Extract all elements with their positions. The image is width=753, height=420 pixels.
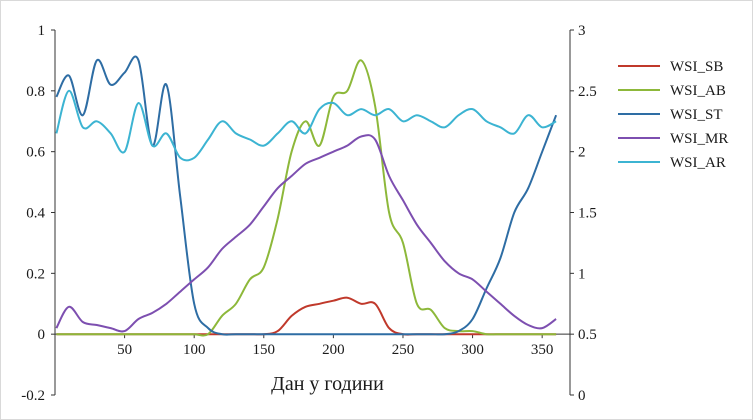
y-tick-label-left: 0	[38, 327, 46, 343]
legend-label: WSI_SB	[670, 59, 723, 75]
x-tick-label: 300	[461, 342, 484, 358]
legend: WSI_SB WSI_AB WSI_ST WSI_MR WSI_AR	[618, 59, 728, 171]
y-ticks-left: -0.2 0 0.2 0.4 0.6 0.8 1	[21, 23, 55, 404]
x-tick-label: 250	[392, 342, 415, 358]
x-tick-label: 350	[531, 342, 554, 358]
x-tick-label: 200	[322, 342, 345, 358]
x-tick-label: 50	[117, 342, 132, 358]
legend-label: WSI_AB	[670, 83, 726, 99]
x-ticks: 50 100 150 200 250 300 350	[117, 334, 553, 358]
series-line-wsi-st	[55, 55, 558, 336]
y-tick-label-right: 2	[578, 145, 586, 161]
legend-label: WSI_MR	[670, 131, 728, 147]
y-tick-label-right: 0.5	[578, 327, 597, 343]
y-tick-label-left: 0.4	[26, 206, 45, 222]
series-lines	[55, 55, 558, 337]
y-ticks-right: 0 0.5 1 1.5 2 2.5 3	[570, 23, 597, 404]
y-tick-label-right: 0	[578, 388, 586, 404]
y-tick-label-left: 0.8	[26, 84, 45, 100]
legend-label: WSI_AR	[670, 155, 726, 171]
series-line-wsi-ar	[55, 89, 557, 162]
y-tick-label-left: 1	[38, 23, 46, 39]
y-tick-label-right: 1.5	[578, 206, 597, 222]
series-line-wsi-mr	[55, 134, 557, 333]
y-tick-label-left: -0.2	[21, 388, 45, 404]
x-tick-label: 150	[253, 342, 276, 358]
x-tick-label: 100	[183, 342, 206, 358]
axes	[54, 30, 571, 395]
y-tick-label-right: 2.5	[578, 84, 597, 100]
legend-label: WSI_ST	[670, 107, 723, 123]
y-tick-label-left: 0.2	[26, 266, 45, 282]
y-tick-label-left: 0.6	[26, 145, 45, 161]
y-tick-label-right: 3	[578, 23, 586, 39]
series-line-wsi-ab	[56, 59, 557, 337]
x-axis-label: Дан у години	[271, 373, 384, 395]
y-tick-label-right: 1	[578, 266, 586, 282]
